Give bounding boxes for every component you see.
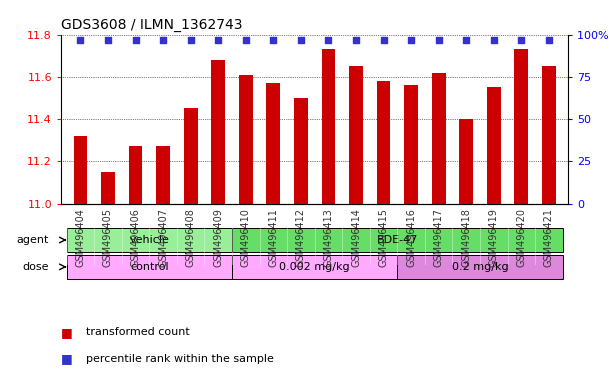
Point — [544, 36, 554, 43]
Point — [268, 36, 278, 43]
Point — [379, 36, 389, 43]
Text: ■: ■ — [61, 326, 77, 339]
Text: GSM496420: GSM496420 — [516, 209, 526, 267]
Text: GSM496408: GSM496408 — [186, 209, 196, 267]
Text: GSM496411: GSM496411 — [268, 209, 279, 267]
Point — [351, 36, 361, 43]
Bar — [376, 81, 390, 204]
Text: ■: ■ — [61, 353, 77, 366]
Text: 0.2 mg/kg: 0.2 mg/kg — [452, 262, 508, 272]
Bar — [129, 146, 142, 204]
Bar — [432, 73, 445, 204]
Bar — [184, 108, 197, 204]
Bar — [232, 228, 563, 252]
Bar — [239, 74, 253, 204]
Point — [213, 36, 223, 43]
Text: GSM496404: GSM496404 — [75, 209, 86, 267]
Bar — [404, 85, 418, 204]
Bar — [232, 255, 397, 279]
Text: GSM496413: GSM496413 — [323, 209, 334, 267]
Text: transformed count: transformed count — [86, 327, 189, 337]
Text: GSM496415: GSM496415 — [379, 209, 389, 267]
Bar — [101, 172, 115, 204]
Text: GSM496409: GSM496409 — [213, 209, 223, 267]
Text: GSM496407: GSM496407 — [158, 209, 168, 267]
Bar — [321, 49, 335, 204]
Bar — [73, 136, 87, 204]
Bar — [349, 66, 363, 204]
Bar — [211, 60, 225, 204]
Point — [324, 36, 334, 43]
Text: GSM496410: GSM496410 — [241, 209, 251, 267]
Text: GSM496421: GSM496421 — [544, 209, 554, 267]
Text: GSM496416: GSM496416 — [406, 209, 416, 267]
Bar — [459, 119, 473, 204]
Text: GDS3608 / ILMN_1362743: GDS3608 / ILMN_1362743 — [61, 18, 243, 32]
Point — [296, 36, 306, 43]
Text: GSM496414: GSM496414 — [351, 209, 361, 267]
Bar — [294, 98, 308, 204]
Point — [516, 36, 526, 43]
Point — [434, 36, 444, 43]
Bar — [487, 87, 500, 204]
Text: GSM496405: GSM496405 — [103, 209, 113, 267]
Text: dose: dose — [23, 262, 49, 272]
Bar — [156, 146, 170, 204]
Point — [406, 36, 416, 43]
Bar — [514, 49, 529, 204]
Text: control: control — [130, 262, 169, 272]
Point — [186, 36, 196, 43]
Point — [158, 36, 168, 43]
Text: GSM496412: GSM496412 — [296, 209, 306, 267]
Text: GSM496406: GSM496406 — [131, 209, 141, 267]
Point — [76, 36, 86, 43]
Text: GSM496419: GSM496419 — [489, 209, 499, 267]
Point — [489, 36, 499, 43]
Bar — [67, 228, 232, 252]
Bar — [266, 83, 280, 204]
Bar — [397, 255, 563, 279]
Text: agent: agent — [16, 235, 49, 245]
Point — [461, 36, 471, 43]
Text: GSM496417: GSM496417 — [434, 209, 444, 267]
Bar — [542, 66, 556, 204]
Bar — [67, 255, 232, 279]
Text: vehicle: vehicle — [130, 235, 169, 245]
Text: percentile rank within the sample: percentile rank within the sample — [86, 354, 273, 364]
Text: GSM496418: GSM496418 — [461, 209, 471, 267]
Text: BDE-47: BDE-47 — [376, 235, 418, 245]
Point — [131, 36, 141, 43]
Point — [103, 36, 113, 43]
Text: 0.002 mg/kg: 0.002 mg/kg — [279, 262, 350, 272]
Point — [241, 36, 251, 43]
